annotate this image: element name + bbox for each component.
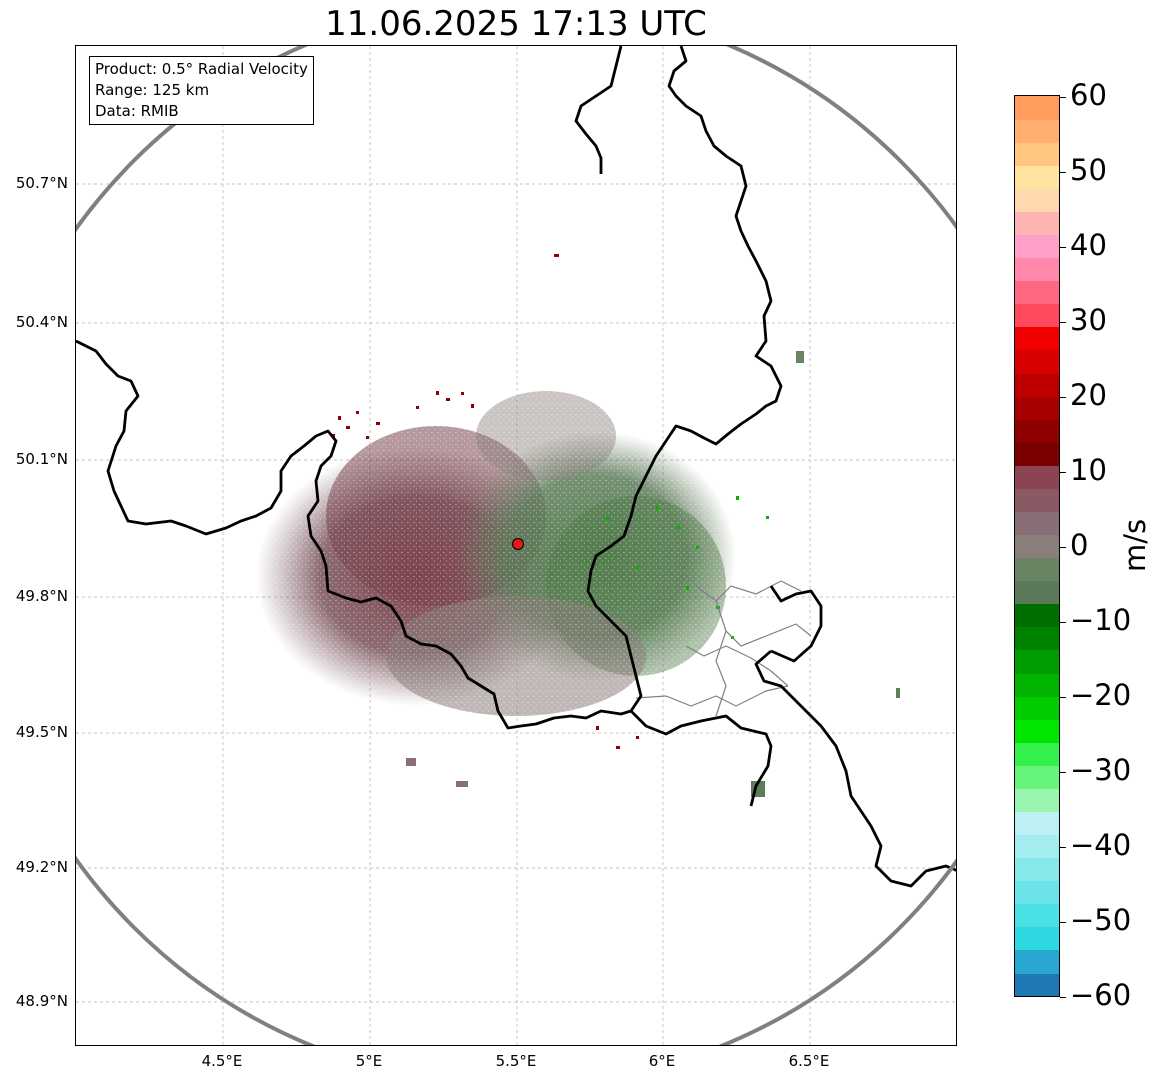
- colorbar-segment: [1015, 280, 1059, 305]
- colorbar-tick: 50: [1060, 153, 1107, 187]
- colorbar-tick: 20: [1060, 378, 1107, 412]
- colorbar-tick: 0: [1060, 528, 1088, 562]
- colorbar-segment: [1015, 649, 1059, 674]
- colorbar-segment: [1015, 303, 1059, 328]
- colorbar-segment: [1015, 396, 1059, 420]
- map-canvas: [76, 46, 956, 1045]
- map-title: 11.06.2025 17:13 UTC: [325, 4, 707, 44]
- colorbar-tick: 40: [1060, 228, 1107, 262]
- country-borders: [76, 46, 956, 888]
- colorbar-segment: [1015, 349, 1059, 374]
- velocity-colorbar: [1014, 95, 1060, 997]
- colorbar-segment: [1015, 719, 1059, 743]
- colorbar-tick: −60: [1060, 978, 1131, 1012]
- colorbar-segment: [1015, 788, 1059, 812]
- canton-borders: [635, 580, 812, 717]
- colorbar-segment: [1015, 488, 1059, 512]
- colorbar-segment: [1015, 234, 1059, 259]
- colorbar-segment: [1015, 603, 1059, 628]
- colorbar-tick: 60: [1060, 78, 1107, 112]
- data-source-label: Data: RMIB: [95, 102, 179, 120]
- colorbar-segment: [1015, 672, 1059, 697]
- colorbar-segment: [1015, 972, 1059, 996]
- colorbar-tick: −40: [1060, 828, 1131, 862]
- lon-tick-label: 5.5°E: [495, 1052, 537, 1070]
- colorbar-segment: [1015, 626, 1059, 651]
- colorbar-tick: 30: [1060, 303, 1107, 337]
- colorbar-segment: [1015, 165, 1059, 189]
- product-info-box: Product: 0.5° Radial Velocity Range: 125…: [89, 56, 314, 125]
- colorbar-segment: [1015, 96, 1059, 120]
- lon-tick-label: 4.5°E: [201, 1052, 243, 1070]
- colorbar-segment: [1015, 511, 1059, 536]
- lat-tick-label: 49.2°N: [15, 858, 68, 876]
- colorbar-segment: [1015, 926, 1059, 951]
- colorbar-segment: [1015, 857, 1059, 882]
- product-label: Product: 0.5° Radial Velocity: [95, 60, 308, 78]
- colorbar-segment: [1015, 211, 1059, 236]
- lat-tick-label: 49.8°N: [15, 587, 68, 605]
- colorbar-segment: [1015, 419, 1059, 443]
- colorbar-unit-label: m/s: [1118, 518, 1152, 572]
- colorbar-segment: [1015, 765, 1059, 789]
- range-label: Range: 125 km: [95, 81, 210, 99]
- lat-tick-label: 48.9°N: [15, 992, 68, 1010]
- lat-tick-label: 50.7°N: [15, 174, 68, 192]
- colorbar-segment: [1015, 834, 1059, 859]
- colorbar-segment: [1015, 257, 1059, 282]
- colorbar-segment: [1015, 442, 1059, 466]
- colorbar-segment: [1015, 465, 1059, 489]
- colorbar-segment: [1015, 326, 1059, 351]
- colorbar-segment: [1015, 580, 1059, 605]
- colorbar-tick: 10: [1060, 453, 1107, 487]
- colorbar-tick: −30: [1060, 753, 1131, 787]
- colorbar-segment: [1015, 949, 1059, 974]
- colorbar-tick: −10: [1060, 603, 1131, 637]
- colorbar-segment: [1015, 188, 1059, 212]
- colorbar-segment: [1015, 557, 1059, 582]
- colorbar-segment: [1015, 742, 1059, 766]
- colorbar-segment: [1015, 119, 1059, 143]
- lat-tick-label: 49.5°N: [15, 723, 68, 741]
- radar-map[interactable]: [75, 45, 957, 1046]
- colorbar-segment: [1015, 372, 1059, 397]
- colorbar-tick: −20: [1060, 678, 1131, 712]
- colorbar-segment: [1015, 880, 1059, 905]
- colorbar-tick: −50: [1060, 903, 1131, 937]
- colorbar-segment: [1015, 142, 1059, 166]
- radar-site-marker[interactable]: [512, 538, 524, 550]
- lon-tick-label: 6°E: [648, 1052, 676, 1070]
- lat-tick-label: 50.1°N: [15, 450, 68, 468]
- colorbar-segment: [1015, 811, 1059, 836]
- lat-tick-label: 50.4°N: [15, 313, 68, 331]
- colorbar-segment: [1015, 696, 1059, 720]
- lon-tick-label: 6.5°E: [788, 1052, 830, 1070]
- lon-tick-label: 5°E: [355, 1052, 383, 1070]
- colorbar-segment: [1015, 903, 1059, 928]
- colorbar-segment: [1015, 534, 1059, 559]
